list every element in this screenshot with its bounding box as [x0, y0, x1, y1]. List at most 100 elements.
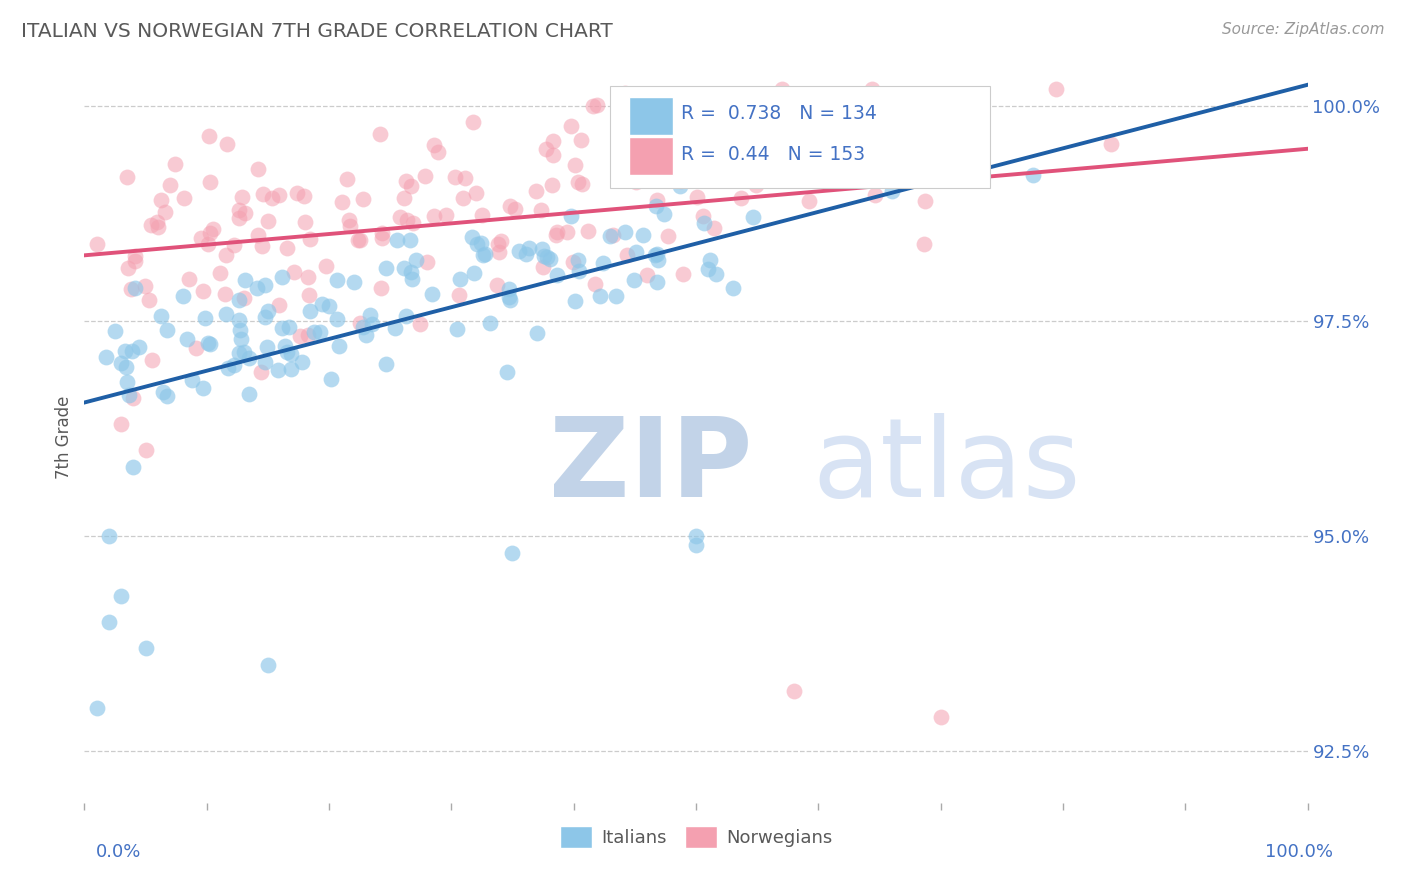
Italians [238, 387, 260, 401]
Norwegians [582, 99, 605, 113]
Italians [298, 304, 321, 318]
Italians [121, 343, 143, 358]
Norwegians [914, 194, 936, 209]
Norwegians [813, 156, 835, 170]
Italians [375, 357, 398, 371]
Norwegians [209, 266, 232, 280]
Norwegians [197, 236, 219, 251]
Italians [228, 345, 250, 359]
Italians [276, 345, 298, 359]
Norwegians [686, 190, 709, 204]
Italians [228, 293, 250, 308]
Norwegians [792, 140, 814, 154]
Norwegians [560, 119, 582, 133]
Norwegians [247, 161, 270, 176]
Italians [326, 312, 349, 326]
Italians [498, 290, 520, 304]
Norwegians [647, 103, 669, 117]
Norwegians [657, 229, 679, 244]
Italians [470, 236, 492, 251]
Legend: Italians, Norwegians: Italians, Norwegians [554, 821, 838, 854]
Norwegians [636, 268, 658, 282]
Norwegians [214, 248, 236, 262]
Italians [122, 460, 145, 475]
Text: 100.0%: 100.0% [1265, 843, 1333, 861]
Italians [645, 199, 668, 213]
Italians [110, 356, 132, 370]
Norwegians [650, 123, 672, 137]
Italians [463, 266, 485, 280]
Norwegians [148, 219, 170, 234]
Italians [291, 355, 314, 369]
Norwegians [86, 237, 108, 252]
Norwegians [297, 327, 319, 342]
Norwegians [292, 189, 315, 203]
Norwegians [863, 188, 886, 202]
Norwegians [702, 221, 724, 235]
Norwegians [904, 120, 927, 135]
Norwegians [298, 287, 321, 301]
Italians [361, 317, 384, 331]
Norwegians [352, 192, 374, 206]
Italians [560, 209, 582, 223]
Norwegians [626, 176, 648, 190]
Italians [605, 289, 627, 303]
Italians [114, 344, 136, 359]
Norwegians [122, 392, 145, 406]
Italians [538, 252, 561, 266]
Norwegians [730, 190, 752, 204]
Norwegians [602, 228, 624, 243]
Italians [374, 260, 396, 275]
Text: R =  0.738   N = 134: R = 0.738 N = 134 [682, 104, 877, 123]
Norwegians [190, 231, 212, 245]
Italians [311, 296, 333, 310]
Norwegians [117, 261, 139, 276]
Norwegians [499, 199, 522, 213]
Italians [280, 362, 302, 376]
Norwegians [115, 169, 138, 184]
Italians [589, 288, 612, 302]
Norwegians [141, 218, 163, 232]
Norwegians [669, 174, 692, 188]
Italians [515, 247, 537, 261]
Norwegians [120, 282, 142, 296]
Italians [685, 529, 707, 543]
Norwegians [349, 316, 371, 330]
Norwegians [191, 285, 214, 299]
Norwegians [860, 81, 883, 95]
Norwegians [110, 417, 132, 432]
Norwegians [564, 158, 586, 172]
Norwegians [250, 239, 273, 253]
Italians [564, 294, 586, 309]
Italians [128, 340, 150, 354]
Italians [200, 336, 222, 351]
Italians [472, 248, 495, 262]
Norwegians [534, 142, 557, 156]
Norwegians [880, 169, 903, 183]
Norwegians [349, 233, 371, 247]
Italians [385, 233, 408, 247]
Italians [318, 299, 340, 313]
Norwegians [124, 248, 146, 262]
Norwegians [249, 365, 271, 379]
Italians [135, 640, 157, 655]
Italians [257, 658, 280, 673]
Norwegians [427, 145, 450, 160]
Italians [352, 320, 374, 334]
Norwegians [567, 175, 589, 189]
Italians [86, 701, 108, 715]
Norwegians [297, 270, 319, 285]
Italians [546, 268, 568, 283]
Norwegians [283, 265, 305, 279]
Italians [217, 360, 239, 375]
Italians [645, 247, 668, 261]
Italians [156, 323, 179, 337]
Norwegians [645, 193, 668, 207]
Norwegians [486, 277, 509, 292]
Norwegians [929, 710, 952, 724]
Italians [115, 375, 138, 389]
Italians [150, 309, 173, 323]
Norwegians [222, 238, 245, 252]
Italians [94, 350, 117, 364]
Norwegians [394, 191, 416, 205]
